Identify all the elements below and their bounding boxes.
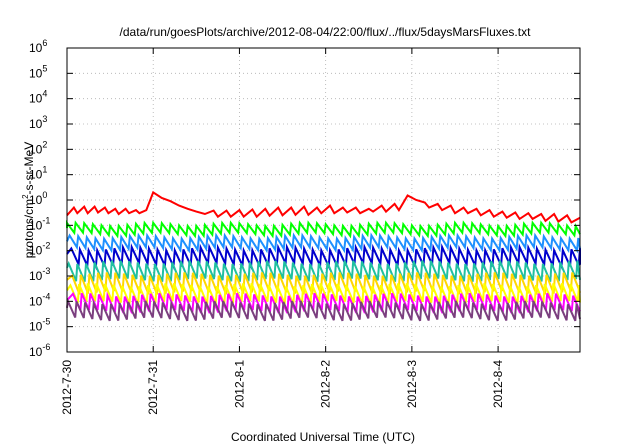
y-tick-label: 105: [29, 63, 47, 80]
y-tick-base: 10: [29, 294, 43, 308]
y-tick-exponent: -2: [42, 241, 50, 251]
series-line-9: [66, 297, 581, 322]
x-tick-label: 2012-8-3: [405, 360, 419, 408]
y-tick-base: 10: [29, 92, 43, 106]
y-tick-label: 10-5: [29, 317, 50, 334]
y-tick-base: 10: [29, 41, 43, 55]
y-tick-label: 103: [29, 114, 47, 131]
y-tick-base: 10: [29, 66, 43, 80]
y-tick-label: 10-1: [29, 215, 50, 232]
y-tick-exponent: -1: [42, 215, 50, 225]
series-line-2: [66, 219, 581, 239]
y-tick-base: 10: [29, 218, 43, 232]
x-axis-label: Coordinated Universal Time (UTC): [231, 430, 415, 444]
y-tick-base: 10: [29, 345, 43, 359]
y-tick-label: 10-3: [29, 266, 50, 283]
y-tick-label: 106: [29, 38, 47, 55]
y-tick-base: 10: [29, 117, 43, 131]
y-tick-base: 10: [29, 168, 43, 182]
y-tick-exponent: -6: [42, 342, 50, 352]
y-tick-exponent: 6: [42, 38, 47, 48]
y-tick-exponent: 1: [42, 165, 47, 175]
y-tick-exponent: -4: [42, 291, 50, 301]
y-tick-label: 102: [29, 139, 47, 156]
y-tick-label: 10-6: [29, 342, 50, 359]
x-axis-ticks: 2012-7-30 2012-7-31 2012-8-1 2012-8-2 2012-8…: [60, 48, 505, 415]
x-tick-label: 2012-8-2: [319, 360, 333, 408]
series-line-1: [66, 190, 581, 224]
chart-title: /data/run/goesPlots/archive/2012-08-04/2…: [120, 25, 532, 39]
x-tick-label: 2012-8-4: [491, 360, 505, 408]
data-series: [66, 190, 581, 322]
y-tick-base: 10: [29, 320, 43, 334]
y-tick-exponent: -3: [42, 266, 50, 276]
y-tick-exponent: 0: [42, 190, 47, 200]
y-axis-label-base: protons/cm: [22, 199, 36, 258]
y-tick-base: 10: [29, 142, 43, 156]
y-axis-label: protons/cm2-s-sr-MeV: [21, 142, 36, 258]
y-tick-exponent: -5: [42, 317, 50, 327]
y-tick-base: 10: [29, 193, 43, 207]
y-tick-base: 10: [29, 269, 43, 283]
y-tick-exponent: 5: [42, 63, 47, 73]
y-tick-exponent: 4: [42, 89, 47, 99]
y-axis-ticks: 10-610-510-410-310-210-11001011021031041…: [29, 38, 580, 359]
y-tick-exponent: 3: [42, 114, 47, 124]
series-line-3: [66, 232, 581, 254]
y-tick-label: 104: [29, 89, 47, 106]
y-tick-label: 10-4: [29, 291, 50, 308]
y-tick-label: 10-2: [29, 241, 50, 258]
x-tick-label: 2012-8-1: [232, 360, 246, 408]
series-line-4: [66, 243, 581, 271]
y-axis-label-rest: -s-sr-MeV: [22, 142, 36, 195]
y-tick-exponent: 2: [42, 139, 47, 149]
y-tick-label: 101: [29, 165, 47, 182]
x-tick-label: 2012-7-30: [60, 360, 74, 415]
y-tick-base: 10: [29, 244, 43, 258]
x-tick-label: 2012-7-31: [146, 360, 160, 415]
y-axis-label-sup: 2: [21, 194, 30, 199]
y-tick-label: 100: [29, 190, 47, 207]
